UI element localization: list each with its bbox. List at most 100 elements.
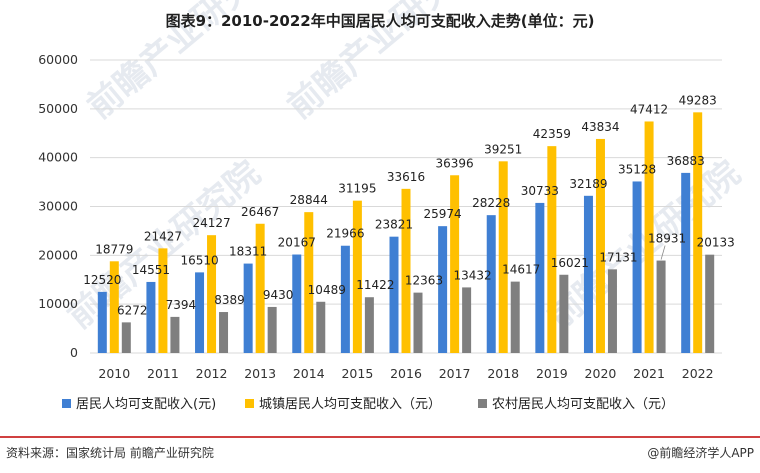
legend-swatch (245, 399, 254, 408)
data-label: 39251 (484, 142, 522, 156)
footer-brand: @前瞻经济学人APP (647, 445, 754, 460)
footer-source: 资料来源：国家统计局 前瞻产业研究院 (6, 445, 214, 460)
x-tick-label: 2017 (439, 366, 471, 381)
bar (158, 248, 168, 353)
bar (292, 254, 302, 353)
data-label: 25974 (424, 207, 462, 221)
x-tick-label: 2011 (147, 366, 179, 381)
y-tick-label: 20000 (38, 247, 78, 262)
bar (146, 281, 156, 353)
bar (401, 188, 411, 353)
legend: 居民人均可支配收入(元) 城镇居民人均可支配收入（元） 农村居民人均可支配收入（元） (62, 397, 674, 412)
data-label: 16510 (180, 253, 218, 267)
data-label: 21966 (326, 227, 364, 241)
x-tick-label: 2019 (536, 366, 568, 381)
bar (109, 261, 119, 353)
bar (340, 245, 350, 353)
data-label: 49283 (679, 93, 717, 107)
bar (207, 235, 217, 353)
data-label: 33616 (387, 170, 425, 184)
bar (486, 215, 496, 353)
bar (243, 263, 253, 353)
bar (632, 181, 642, 353)
bar (535, 202, 545, 353)
data-label: 12363 (405, 274, 443, 288)
legend-swatch (478, 399, 487, 408)
bar (352, 200, 362, 353)
data-label: 17131 (599, 250, 637, 264)
x-axis-ticks: 2010 2011 2012 2013 2014 2015 2016 2017 2018 2019… (98, 366, 713, 381)
data-label: 9430 (263, 288, 294, 302)
bar (316, 301, 326, 353)
x-tick-label: 2013 (244, 366, 276, 381)
bars (97, 112, 715, 353)
bar (121, 322, 131, 353)
data-label: 30733 (521, 184, 559, 198)
data-label: 12520 (83, 273, 121, 287)
data-label: 14617 (502, 263, 540, 277)
data-label: 36883 (667, 154, 705, 168)
x-tick-label: 2012 (196, 366, 228, 381)
data-label-leader (660, 245, 666, 260)
legend-swatch (62, 399, 71, 408)
data-label: 8389 (214, 293, 245, 307)
y-tick-label: 40000 (38, 150, 78, 165)
data-label: 28228 (472, 196, 510, 210)
x-tick-label: 2014 (293, 366, 325, 381)
data-label: 11422 (356, 278, 394, 292)
bar (255, 223, 265, 353)
bar (705, 254, 715, 353)
x-tick-label: 2016 (390, 366, 422, 381)
bar (644, 121, 654, 353)
legend-entry: 农村居民人均可支配收入（元） (492, 397, 674, 412)
bar (438, 226, 448, 353)
bar (510, 281, 520, 353)
legend-entry: 城镇居民人均可支配收入（元） (259, 397, 441, 412)
data-label: 24127 (192, 216, 230, 230)
data-label: 6272 (117, 303, 148, 317)
x-tick-label: 2018 (487, 366, 519, 381)
y-tick-label: 10000 (38, 296, 78, 311)
bar (450, 175, 460, 353)
data-label: 7394 (166, 298, 197, 312)
y-tick-label: 50000 (38, 101, 78, 116)
bar (681, 172, 691, 353)
data-label: 16021 (551, 256, 589, 270)
data-label: 31195 (338, 182, 376, 196)
bar (170, 316, 180, 353)
x-tick-label: 2022 (682, 366, 714, 381)
bar (595, 138, 605, 353)
bar (547, 146, 557, 353)
data-label: 13432 (454, 268, 492, 282)
data-labels: 12520 18779 6272 14551 21427 7394 16510 24127 83… (83, 93, 735, 317)
y-tick-label: 60000 (38, 52, 78, 67)
bar (267, 306, 277, 353)
data-label: 20167 (278, 236, 316, 250)
data-label: 32189 (569, 177, 607, 191)
bar (583, 195, 593, 353)
bar (364, 297, 374, 353)
bar (462, 287, 472, 353)
data-label: 43834 (581, 120, 619, 134)
bar (498, 161, 508, 353)
bar (656, 260, 666, 353)
y-tick-label: 30000 (38, 199, 78, 214)
bar (97, 291, 107, 353)
bar (693, 112, 703, 353)
x-tick-label: 2020 (585, 366, 617, 381)
bar (389, 236, 399, 353)
data-label: 28844 (290, 193, 328, 207)
legend-entry: 居民人均可支配收入(元) (76, 397, 216, 412)
x-tick-label: 2015 (341, 366, 373, 381)
data-label: 23821 (375, 218, 413, 232)
data-label: 18931 (648, 232, 686, 246)
bar (413, 292, 423, 353)
chart-title: 图表9：2010-2022年中国居民人均可支配收入走势(单位：元) (166, 12, 595, 30)
data-label: 10489 (308, 283, 346, 297)
data-label: 35128 (618, 162, 656, 176)
data-label: 26467 (241, 205, 279, 219)
x-tick-label: 2010 (98, 366, 130, 381)
data-label: 20133 (697, 236, 735, 250)
